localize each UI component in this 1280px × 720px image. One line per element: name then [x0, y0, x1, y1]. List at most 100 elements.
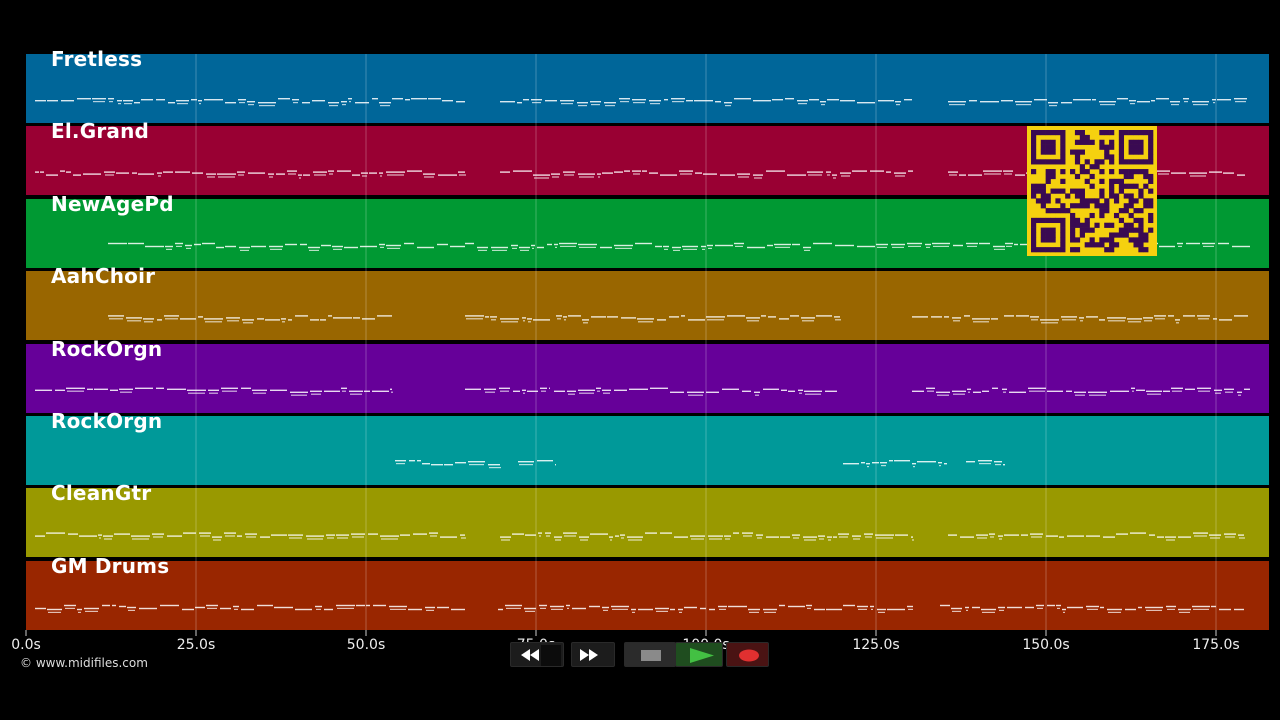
- note-bar: [968, 391, 970, 393]
- note-bar: [994, 461, 1002, 463]
- note-bar: [960, 536, 974, 538]
- note-bar: [468, 461, 485, 463]
- play-button[interactable]: [675, 642, 723, 667]
- note-bar: [983, 170, 1002, 172]
- stop-button[interactable]: [624, 642, 676, 667]
- note-bar: [265, 319, 280, 321]
- note-bar: [1075, 394, 1085, 396]
- note-bar: [83, 173, 101, 175]
- note-bar: [124, 103, 132, 105]
- note-bar: [727, 315, 745, 317]
- fast-forward-button[interactable]: [571, 642, 615, 667]
- note-bar: [560, 245, 576, 247]
- note-bar: [131, 535, 150, 537]
- note-bar: [1116, 533, 1128, 535]
- note-bar: [198, 100, 202, 102]
- note-bar: [311, 393, 321, 395]
- note-bar: [999, 538, 1002, 540]
- note-bar: [857, 605, 868, 608]
- note-bar: [1209, 171, 1222, 173]
- note-bar: [952, 390, 966, 392]
- note-bar: [167, 535, 182, 537]
- note-bar: [391, 391, 393, 393]
- note-bar: [563, 316, 567, 318]
- note-bar: [977, 537, 987, 539]
- note-bar: [1004, 534, 1019, 536]
- note-bar: [278, 98, 290, 100]
- note-bar: [1099, 101, 1116, 103]
- note-bar: [1004, 315, 1014, 317]
- note-bar: [1213, 318, 1217, 320]
- note-bar: [379, 102, 391, 104]
- note-bar: [377, 315, 392, 317]
- note-bar: [1086, 605, 1099, 608]
- note-bar: [300, 243, 307, 246]
- note-bar: [48, 611, 61, 613]
- note-bar: [1179, 611, 1190, 613]
- note-bar: [239, 246, 250, 249]
- note-bar: [333, 317, 352, 319]
- note-bar: [1168, 315, 1174, 317]
- note-bar: [1232, 245, 1250, 248]
- note-bar: [1100, 606, 1104, 609]
- note-bar: [567, 607, 569, 609]
- note-bar: [234, 608, 238, 610]
- note-bar: [1214, 389, 1222, 391]
- note-bar: [895, 101, 901, 103]
- note-bar: [307, 538, 323, 540]
- note-bar: [344, 246, 358, 249]
- note-bar: [577, 102, 588, 104]
- note-bar: [966, 242, 978, 245]
- note-bar: [635, 242, 652, 245]
- note-bar: [633, 173, 640, 175]
- note-bar: [876, 243, 888, 246]
- note-bar: [755, 394, 759, 396]
- note-bar: [128, 242, 144, 245]
- note-bar: [979, 463, 991, 465]
- note-bar: [981, 608, 996, 611]
- note-bar: [46, 174, 58, 176]
- note-bar: [932, 242, 950, 245]
- note-bar: [1171, 172, 1186, 174]
- note-bar: [270, 389, 287, 391]
- note-bar: [1030, 316, 1039, 318]
- note-bar: [314, 174, 326, 176]
- note-bar: [891, 243, 905, 246]
- note-bar: [47, 608, 62, 611]
- note-bar: [715, 244, 733, 247]
- track-name-label: RockOrgn: [51, 409, 163, 433]
- note-bar: [563, 532, 577, 534]
- note-bar: [656, 610, 668, 612]
- note-bar: [1171, 104, 1179, 106]
- note-bar: [1193, 608, 1209, 610]
- note-bar: [557, 318, 561, 320]
- note-bar: [337, 537, 348, 539]
- note-bar: [532, 247, 534, 249]
- note-bar: [324, 608, 333, 611]
- track-name-label: CleanGtr: [51, 481, 152, 506]
- note-bar: [967, 388, 971, 390]
- note-bar: [35, 171, 39, 173]
- rewind-button[interactable]: [510, 642, 564, 667]
- note-bar: [1197, 387, 1211, 389]
- note-bar: [779, 604, 785, 607]
- note-bar: [1219, 319, 1232, 321]
- note-bar: [1218, 242, 1229, 245]
- note-bar: [660, 532, 672, 534]
- note-bar: [1067, 606, 1083, 609]
- note-bar: [866, 463, 870, 465]
- note-bar: [372, 98, 378, 100]
- note-bar: [204, 318, 223, 320]
- note-bar: [709, 538, 722, 540]
- note-bar: [871, 608, 873, 610]
- record-button[interactable]: [726, 642, 769, 667]
- note-bar: [429, 532, 438, 534]
- note-bar: [748, 608, 760, 611]
- note-bar: [145, 245, 164, 248]
- note-bar: [488, 464, 500, 466]
- note-bar: [202, 242, 215, 245]
- note-bar: [1003, 464, 1005, 466]
- note-bar: [407, 170, 422, 172]
- note-bar: [225, 535, 235, 537]
